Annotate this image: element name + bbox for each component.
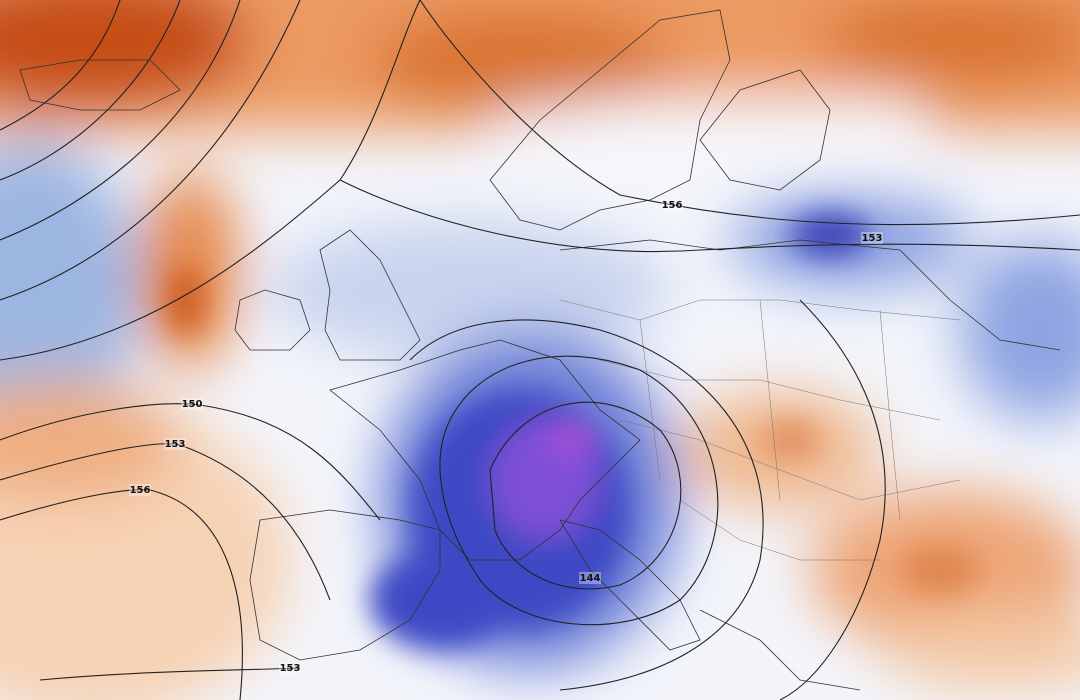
label-background <box>661 199 683 211</box>
isobar-label: 153 <box>280 663 301 674</box>
isobar-label: 156 <box>662 200 683 211</box>
isobar-label: 156 <box>130 485 151 496</box>
label-background <box>129 484 151 496</box>
isobar-label: 153 <box>165 439 186 450</box>
label-background <box>164 438 186 450</box>
label-background <box>181 398 203 410</box>
isobar-labels: 156 153 150 153 156 144 153 <box>129 199 883 674</box>
label-background <box>861 232 883 244</box>
label-background <box>579 572 601 584</box>
isobar-label: 144 <box>580 573 601 584</box>
isobar-label: 153 <box>862 233 883 244</box>
label-background <box>279 662 301 674</box>
isobar-label: 150 <box>182 399 203 410</box>
